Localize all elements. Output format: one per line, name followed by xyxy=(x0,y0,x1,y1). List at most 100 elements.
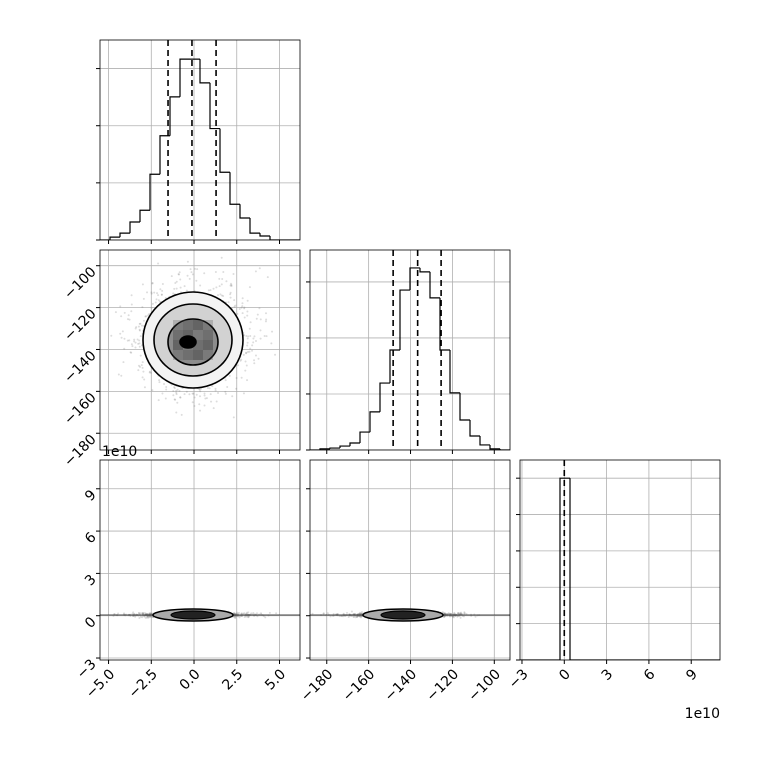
sample-point xyxy=(174,282,177,285)
sample-point xyxy=(165,388,168,391)
sample-point xyxy=(185,390,188,393)
sample-point xyxy=(145,315,148,318)
density-cell xyxy=(183,350,193,360)
sample-point xyxy=(245,352,248,355)
sample-point xyxy=(144,612,147,615)
sample-point xyxy=(251,349,254,352)
sample-point xyxy=(139,354,142,357)
sample-point xyxy=(247,616,250,619)
sample-point xyxy=(233,612,236,615)
sample-point xyxy=(138,617,141,620)
sample-point xyxy=(128,318,131,321)
x-tick-label: −100 xyxy=(465,666,504,705)
sample-point xyxy=(474,615,477,618)
x-tick-label: −140 xyxy=(382,666,421,705)
sample-point xyxy=(173,387,176,390)
sample-point xyxy=(150,306,153,309)
sample-point xyxy=(151,389,154,392)
histogram-step xyxy=(499,448,510,450)
sample-point xyxy=(257,357,260,360)
sample-point xyxy=(176,401,179,404)
sample-point xyxy=(174,398,177,401)
sample-point xyxy=(358,615,361,618)
sample-point xyxy=(233,612,236,615)
sample-point xyxy=(186,260,189,263)
sample-point xyxy=(271,330,274,333)
sample-point xyxy=(224,392,227,395)
histogram-step xyxy=(159,135,170,175)
sample-point xyxy=(129,351,132,354)
sample-point xyxy=(142,611,145,614)
sample-point xyxy=(175,391,178,394)
sample-point xyxy=(160,293,163,296)
sample-point xyxy=(463,612,466,615)
density-cell xyxy=(183,320,193,330)
sample-point xyxy=(238,616,241,619)
y-tick-label: 3 xyxy=(82,572,100,590)
x-tick-label: −180 xyxy=(298,666,337,705)
sample-point xyxy=(443,615,446,618)
sample-point xyxy=(252,611,255,614)
sample-point xyxy=(360,615,363,618)
sample-point xyxy=(130,294,133,297)
density-cell xyxy=(173,330,183,340)
sample-point xyxy=(180,413,183,416)
sample-point xyxy=(183,393,186,396)
sample-point xyxy=(173,398,176,401)
density-cell xyxy=(203,350,213,360)
sample-point xyxy=(247,335,250,338)
sample-point xyxy=(144,315,147,318)
sample-point xyxy=(329,615,332,618)
sample-point xyxy=(203,404,206,407)
sample-point xyxy=(452,616,455,619)
sample-point xyxy=(243,334,246,337)
sample-point xyxy=(161,289,164,292)
sample-point xyxy=(234,617,237,620)
sample-point xyxy=(359,611,362,614)
sample-point xyxy=(157,294,160,297)
sample-point xyxy=(188,277,191,280)
sample-point xyxy=(199,284,202,287)
histogram-step xyxy=(449,350,460,394)
sample-point xyxy=(119,332,122,335)
y-tick-label: 9 xyxy=(82,487,100,505)
sample-point xyxy=(229,284,232,287)
sample-point xyxy=(220,256,223,259)
sample-point xyxy=(132,611,135,614)
sample-point xyxy=(247,611,250,614)
sample-point xyxy=(138,612,141,615)
sample-point xyxy=(443,616,446,619)
sample-point xyxy=(352,615,355,618)
histogram-step xyxy=(349,442,360,447)
sample-point xyxy=(246,314,249,317)
sample-point xyxy=(175,411,178,414)
sample-point xyxy=(259,329,262,332)
sample-point xyxy=(148,616,151,619)
sample-point xyxy=(459,616,462,619)
sample-point xyxy=(138,345,141,348)
sample-point xyxy=(143,386,146,389)
sample-point xyxy=(126,318,129,321)
sample-point xyxy=(246,344,249,347)
x-tick-label: 9 xyxy=(683,666,701,684)
histogram-step xyxy=(249,218,260,234)
sample-point xyxy=(240,306,243,309)
sample-point xyxy=(447,612,450,615)
sample-point xyxy=(176,388,179,391)
histogram-step xyxy=(439,297,450,351)
sample-point xyxy=(149,612,152,615)
histogram-step xyxy=(399,289,410,350)
sample-point xyxy=(220,283,223,286)
sample-point xyxy=(146,291,149,294)
sample-point xyxy=(141,283,144,286)
density-cell xyxy=(173,350,183,360)
sample-point xyxy=(141,361,144,364)
sample-point xyxy=(237,364,240,367)
sample-point xyxy=(142,319,145,322)
sample-point xyxy=(451,615,454,618)
sample-point xyxy=(215,286,218,289)
histogram-step xyxy=(469,420,480,437)
sample-point xyxy=(189,268,192,271)
sample-point xyxy=(249,321,252,324)
sample-point xyxy=(172,390,175,393)
